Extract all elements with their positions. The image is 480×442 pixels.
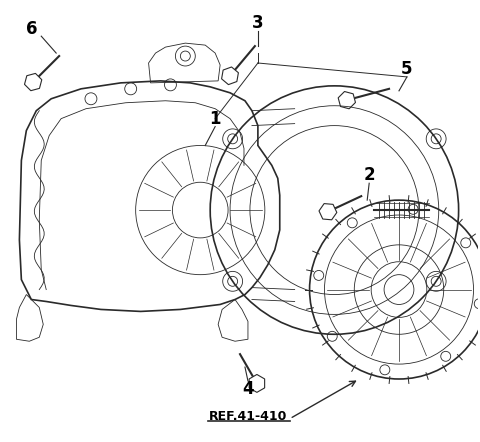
- Text: 2: 2: [363, 166, 375, 184]
- Text: 6: 6: [25, 20, 37, 38]
- Text: 4: 4: [242, 380, 254, 398]
- Text: 5: 5: [401, 60, 413, 78]
- Text: 1: 1: [209, 110, 221, 128]
- Text: REF.41-410: REF.41-410: [209, 410, 287, 423]
- Text: 3: 3: [252, 14, 264, 32]
